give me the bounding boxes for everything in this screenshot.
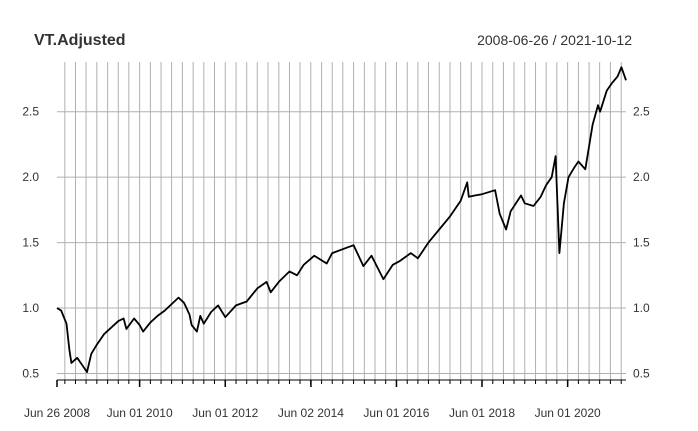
series-layer [56, 66, 627, 373]
x-tick-label: Jun 01 2016 [363, 406, 429, 420]
x-tick-label: Jun 01 2018 [449, 406, 515, 420]
x-axis: Jun 26 2008 Jun 01 2010 Jun 01 2012 Jun 02 … [24, 379, 626, 420]
x-tick-label: Jun 01 2010 [107, 406, 173, 420]
y-tick-label-left: 2.5 [22, 105, 39, 119]
x-tick-label: Jun 26 2008 [24, 406, 90, 420]
y-tick-label-right: 1.0 [633, 301, 650, 315]
date-range-label: 2008-06-26 / 2021-10-12 [477, 32, 632, 48]
grid [57, 62, 626, 380]
y-tick-label-left: 1.0 [22, 301, 39, 315]
chart-title: VT.Adjusted [34, 32, 126, 49]
price-series-line [56, 66, 627, 373]
y-tick-label-right: 2.5 [633, 105, 650, 119]
x-tick-label: Jun 02 2014 [278, 406, 344, 420]
y-tick-label-left: 2.0 [22, 170, 39, 184]
x-tick-label: Jun 01 2020 [535, 406, 601, 420]
x-tick-label: Jun 01 2012 [192, 406, 258, 420]
y-tick-label-left: 0.5 [22, 366, 39, 380]
y-tick-label-left: 1.5 [22, 236, 39, 250]
y-tick-label-right: 1.5 [633, 236, 650, 250]
y-axis: 0.5 0.5 1.0 1.0 1.5 1.5 2.0 2.0 2.5 2.5 [22, 105, 650, 381]
y-tick-label-right: 2.0 [633, 170, 650, 184]
y-tick-label-right: 0.5 [633, 366, 650, 380]
